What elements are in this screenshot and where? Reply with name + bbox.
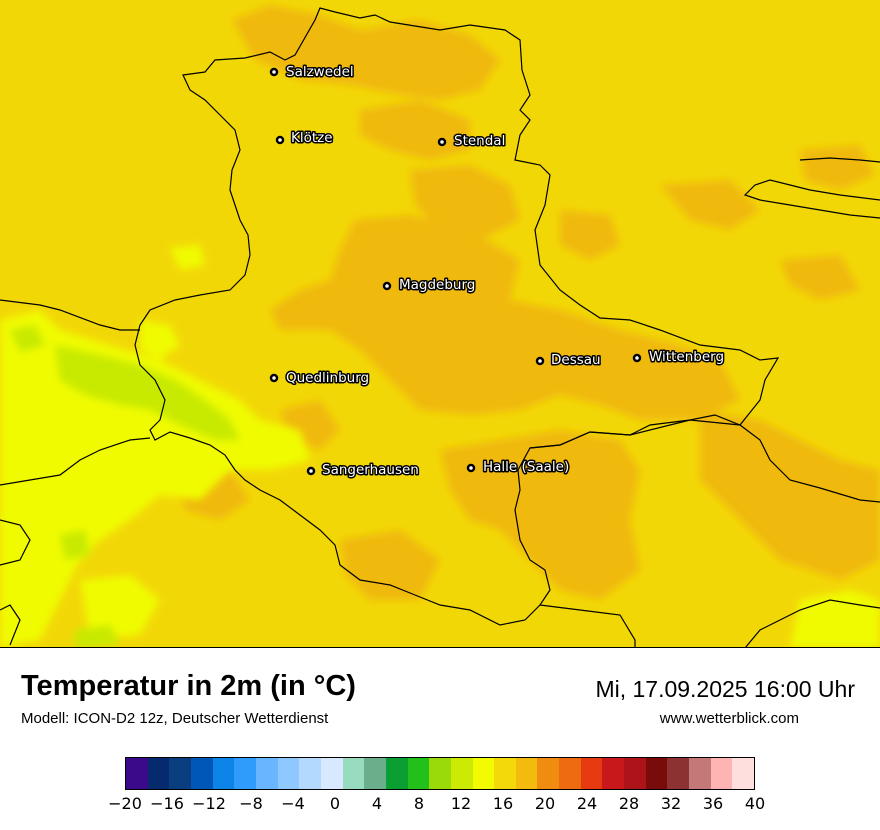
colorbar-tick-label: −16	[150, 794, 184, 813]
colorbar-tick-label: 12	[450, 794, 472, 813]
city-dessau: Dessau	[535, 351, 602, 370]
svg-text:Stendal: Stendal	[454, 133, 505, 149]
colorbar-tick-label: 8	[413, 794, 425, 813]
colorbar-tick-labels: −20 −16 −12 −8 −4 0 4 8 12 16 20 24 28 32 36 40	[0, 794, 880, 818]
colorbar-segment	[342, 758, 365, 789]
colorbar-segment	[126, 758, 148, 789]
colorbar-tick-label: 4	[371, 794, 383, 813]
svg-text:Quedlinburg: Quedlinburg	[286, 370, 369, 386]
city-magdeburg: Magdeburg	[382, 276, 477, 295]
state-borders	[0, 7, 880, 648]
colorbar-segment	[580, 758, 603, 789]
colorbar-segment	[710, 758, 733, 789]
colorbar-segment	[190, 758, 213, 789]
colorbar-segment	[147, 758, 170, 789]
map-title: Temperatur in 2m (in °C)	[21, 670, 356, 702]
colorbar-segment	[299, 758, 321, 789]
coolest-temperature-areas	[10, 325, 240, 648]
colorbar-segment	[255, 758, 278, 789]
colorbar-segment	[732, 758, 755, 789]
svg-text:Salzwedel: Salzwedel	[286, 64, 354, 80]
colorbar-segment	[645, 758, 668, 789]
city-stendal: Stendal	[437, 132, 507, 151]
colorbar-segment	[277, 758, 300, 789]
colorbar-segment	[429, 758, 451, 789]
colorbar-tick-label: 32	[660, 794, 682, 813]
colorbar-tick-label: −12	[192, 794, 226, 813]
colorbar-segment	[320, 758, 343, 789]
colorbar-segment	[385, 758, 408, 789]
temperature-colorbar	[125, 757, 755, 790]
city-salzwedel: Salzwedel	[269, 63, 355, 82]
svg-text:Dessau: Dessau	[551, 352, 601, 368]
colorbar-segment	[212, 758, 235, 789]
colorbar-tick-label: 40	[744, 794, 766, 813]
svg-text:Magdeburg: Magdeburg	[399, 277, 475, 293]
colorbar-tick-label: 24	[576, 794, 598, 813]
svg-text:Halle (Saale): Halle (Saale)	[483, 459, 569, 475]
colorbar-segment	[624, 758, 646, 789]
colorbar-tick-label: −4	[281, 794, 305, 813]
colorbar-tick-label: −20	[108, 794, 142, 813]
svg-text:Sangerhausen: Sangerhausen	[322, 462, 419, 478]
city-wittenberg: Wittenberg	[632, 348, 726, 367]
colorbar-segment	[472, 758, 495, 789]
colorbar-tick-label: 20	[534, 794, 556, 813]
colorbar-segment	[559, 758, 581, 789]
city-sangerhausen: Sangerhausen	[306, 461, 420, 480]
colorbar-tick-label: 16	[492, 794, 514, 813]
colorbar-segment	[667, 758, 690, 789]
colorbar-tick-label: −8	[239, 794, 263, 813]
colorbar-segment	[407, 758, 430, 789]
city-kloetze: Klötze	[275, 129, 334, 148]
city-halle-saale: Halle (Saale)	[466, 458, 571, 477]
forecast-datetime: Mi, 17.09.2025 16:00 Uhr	[595, 676, 855, 702]
svg-text:Klötze: Klötze	[291, 130, 333, 146]
city-markers: Salzwedel Klötze Stendal Magdeburg Dessa…	[269, 63, 726, 480]
colorbar-segment	[515, 758, 538, 789]
colorbar-segment	[537, 758, 560, 789]
model-source: Modell: ICON-D2 12z, Deutscher Wetterdie…	[21, 710, 329, 727]
colorbar-segment	[169, 758, 191, 789]
svg-text:Wittenberg: Wittenberg	[649, 349, 724, 365]
website-link[interactable]: www.wetterblick.com	[659, 710, 799, 727]
colorbar-segment	[494, 758, 516, 789]
colorbar-segment	[450, 758, 473, 789]
colorbar-segment	[364, 758, 386, 789]
colorbar-tick-label: 28	[618, 794, 640, 813]
city-quedlinburg: Quedlinburg	[269, 369, 371, 388]
temperature-map: Salzwedel Klötze Stendal Magdeburg Dessa…	[0, 0, 880, 648]
colorbar-segment	[602, 758, 625, 789]
colorbar-segment	[689, 758, 711, 789]
colorbar-segment	[234, 758, 256, 789]
colorbar-tick-label: 36	[702, 794, 724, 813]
colorbar-tick-label: 0	[329, 794, 341, 813]
